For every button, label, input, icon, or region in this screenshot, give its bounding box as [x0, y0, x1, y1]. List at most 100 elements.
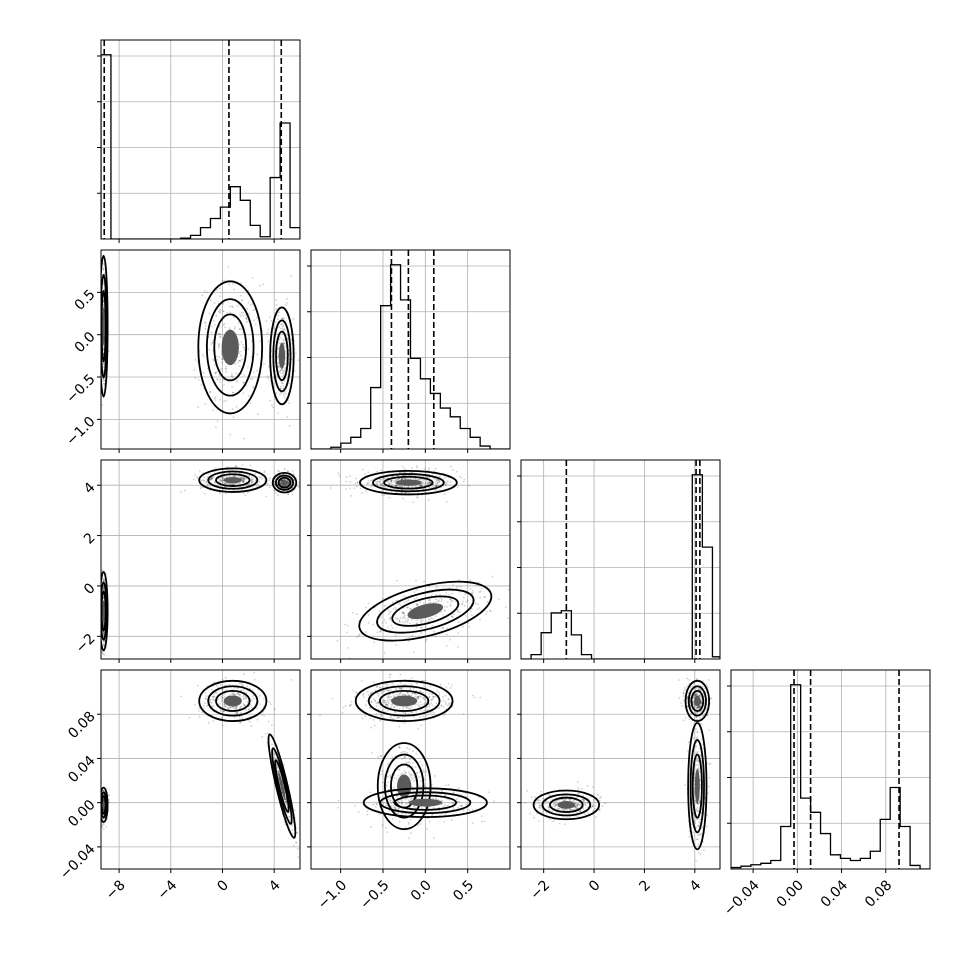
scatter-point [440, 704, 443, 706]
scatter-point [245, 318, 248, 321]
scatter-point [380, 469, 383, 472]
scatter-point [214, 691, 217, 694]
scatter-point [380, 754, 383, 757]
scatter-point [386, 831, 389, 834]
scatter-point [420, 780, 422, 782]
scatter-point [242, 381, 245, 384]
scatter-point [194, 473, 196, 476]
scatter-point [547, 793, 550, 796]
scatter-point [598, 799, 601, 802]
scatter-point [248, 483, 251, 485]
scatter-point [288, 816, 291, 818]
scatter-point [224, 326, 227, 329]
scatter-point [435, 702, 438, 704]
scatter-point [245, 481, 247, 483]
scatter-point [231, 305, 233, 308]
scatter-point [583, 799, 585, 801]
scatter-point [384, 486, 387, 489]
scatter-point [419, 705, 421, 708]
scatter-point [218, 287, 221, 290]
scatter-point [409, 687, 412, 690]
scatter-point [226, 706, 229, 709]
scatter-point [225, 482, 228, 485]
scatter-point [427, 817, 430, 820]
scatter-point [99, 614, 101, 616]
scatter-point [204, 697, 207, 700]
scatter-point [194, 703, 197, 706]
scatter-point [291, 829, 294, 831]
scatter-point [411, 635, 414, 638]
scatter-point [95, 309, 97, 311]
density-level [281, 480, 288, 486]
scatter-point [250, 698, 252, 700]
scatter-point [424, 626, 427, 628]
scatter-point [281, 369, 284, 372]
scatter-point [102, 793, 105, 796]
scatter-point [203, 290, 206, 292]
scatter-point [212, 698, 215, 701]
scatter-point [215, 355, 218, 358]
scatter-point [356, 481, 359, 484]
scatter-point [370, 479, 373, 482]
scatter-point [409, 758, 411, 761]
scatter-point [202, 479, 205, 482]
scatter-point [362, 693, 365, 695]
scatter-point [576, 804, 579, 807]
scatter-point [462, 809, 465, 812]
scatter-point [581, 788, 583, 790]
scatter-point [394, 806, 396, 809]
scatter-point [394, 754, 396, 757]
scatter-point [417, 698, 420, 700]
scatter-point [102, 588, 105, 591]
scatter-point [101, 825, 104, 828]
scatter-point [424, 467, 426, 470]
scatter-point [222, 477, 224, 480]
scatter-point [254, 480, 257, 483]
scatter-point [103, 382, 106, 385]
scatter-point [346, 624, 349, 627]
scatter-point [439, 593, 441, 596]
scatter-point [249, 303, 252, 306]
scatter-point [459, 585, 462, 588]
scatter-point [431, 710, 433, 713]
scatter-point [458, 800, 461, 803]
scatter-point [102, 299, 105, 302]
scatter-point [398, 707, 401, 710]
scatter-point [455, 470, 458, 473]
scatter-point [210, 331, 213, 334]
scatter-point [469, 587, 472, 590]
scatter-point [416, 603, 419, 606]
scatter-point [372, 803, 375, 806]
scatter-point [444, 694, 447, 697]
scatter-point [198, 709, 201, 712]
scatter-point [265, 495, 268, 498]
scatter-point [361, 717, 364, 720]
scatter-point [278, 311, 280, 314]
scatter-point [562, 815, 565, 818]
scatter-point [450, 684, 453, 687]
scatter-point [386, 480, 389, 483]
density-level [102, 307, 105, 346]
scatter-point [437, 600, 440, 603]
density-level [215, 689, 251, 712]
scatter-point [275, 304, 278, 306]
scatter-point [387, 702, 390, 705]
scatter-point [427, 709, 429, 712]
scatter-point [101, 823, 104, 825]
scatter-point [108, 350, 110, 352]
scatter-point [383, 493, 386, 496]
scatter-point [600, 796, 602, 798]
scatter-point [373, 681, 376, 684]
scatter-point [419, 716, 422, 718]
scatter-point [472, 694, 474, 697]
scatter-point [548, 806, 550, 809]
scatter-point [364, 473, 367, 475]
scatter-point [591, 805, 593, 808]
scatter-point [403, 617, 406, 620]
scatter-point [102, 828, 105, 830]
scatter-point [412, 501, 415, 504]
scatter-point [444, 476, 447, 479]
scatter-point [217, 310, 220, 313]
scatter-point [284, 468, 286, 470]
scatter-point [386, 775, 389, 778]
